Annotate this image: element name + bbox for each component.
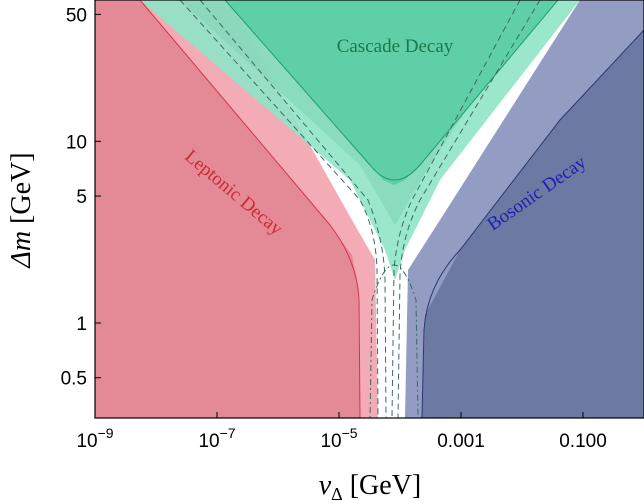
y-tick-label: 10 (66, 132, 87, 153)
leptonic-inner-region (95, 0, 360, 418)
bosonic-boundary-line (421, 29, 644, 418)
x-tick-label: 0.001 (437, 431, 485, 452)
x-tick-label: 10−9 (76, 425, 113, 452)
y-axis-label: Δm [GeV] (6, 152, 37, 268)
dashed-contour-left-1 (179, 0, 379, 418)
y-tick-label: 50 (66, 5, 87, 26)
cascade-inner-region (225, 0, 558, 185)
x-tick-label: 10−7 (198, 425, 235, 452)
x-tick-label: 10−5 (320, 425, 357, 452)
x-axis-label-symbol: v (319, 470, 332, 501)
y-tick-label: 5 (76, 187, 87, 208)
bosonic-inner-region (422, 30, 644, 418)
region-label-cascade: Cascade Decay (337, 36, 454, 57)
y-tick-label: 0.5 (61, 369, 87, 390)
x-axis-label-subscript: Δ (331, 484, 343, 504)
x-axis-label-unit: [GeV] (343, 470, 422, 501)
leptonic-boundary-line (139, 0, 361, 418)
x-tick-label: 0.100 (559, 431, 607, 452)
y-axis-label-unit: [GeV] (6, 152, 37, 231)
cascade-boundary-line (224, 0, 559, 181)
dashed-contour-right-2 (391, 0, 521, 418)
y-axis-label-symbol: Δm (6, 231, 37, 269)
y-tick-label: 1 (76, 314, 87, 335)
dotdash-contour-center (369, 264, 419, 418)
dashed-contour-right-1 (397, 0, 541, 418)
plot-area (95, 0, 644, 418)
dashed-contour-left-2 (199, 0, 387, 418)
plot-frame (94, 0, 644, 419)
x-axis-label: vΔ [GeV] (319, 470, 422, 504)
axis-ticks: 10−9 10−7 10−5 0.001 0.100 0.5 1 5 10 50 (61, 5, 607, 452)
